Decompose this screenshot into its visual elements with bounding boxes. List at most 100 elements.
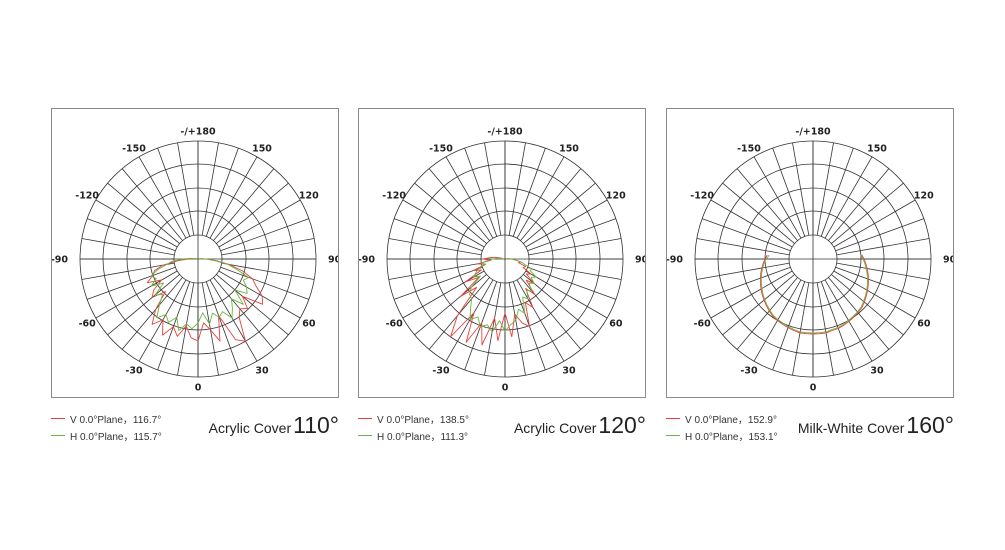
grid-spoke — [520, 168, 582, 241]
grid-spoke — [736, 168, 798, 241]
legend-item-h-plane: H 0.0°Plane，111.3° — [358, 427, 469, 444]
grid-spoke — [516, 156, 565, 239]
angle-tick-label: 0 — [502, 383, 509, 394]
grid-spoke — [736, 277, 798, 350]
grid-spoke — [220, 266, 310, 300]
grid-spoke — [213, 168, 275, 241]
polar-chart: -/+180 -150 150 -120 120 -90 90 -60 60 -30 30 0 — [667, 127, 953, 394]
grid-spoke — [833, 270, 916, 319]
polar-chart-frame: -/+180 -150 150 -120 120 -90 90 -60 60 -30 30 0 — [51, 108, 339, 398]
grid-spoke — [221, 262, 315, 280]
grid-spoke — [177, 142, 195, 236]
grid-spoke — [701, 218, 791, 252]
angle-tick-label: 60 — [917, 319, 931, 330]
angle-tick-label: 60 — [302, 319, 316, 330]
angle-tick-label: -/+180 — [795, 127, 831, 138]
grid-spoke — [221, 238, 315, 256]
legend-swatch-red — [51, 418, 65, 419]
grid-spoke — [835, 218, 925, 252]
grid-spoke — [107, 182, 180, 244]
polar-chart-frame: -/+180 -150 150 -120 120 -90 90 -60 60 -30 30 0 — [358, 108, 646, 398]
grid-spoke — [388, 238, 482, 256]
grid-spoke — [528, 238, 622, 256]
angle-tick-label: 30 — [255, 365, 269, 376]
series-line — [759, 254, 869, 335]
grid-spoke — [220, 218, 310, 252]
grid-spoke — [527, 266, 617, 300]
grid-spoke — [218, 199, 301, 248]
grid-spoke — [201, 282, 219, 376]
legend-swatch-green — [666, 435, 680, 436]
legend-label: V 0.0°Plane，152.9° — [685, 415, 777, 426]
grid-spoke — [516, 279, 565, 362]
grid-spoke — [484, 142, 502, 236]
grid-spoke — [508, 142, 526, 236]
legend-item-v-plane: V 0.0°Plane，152.9° — [666, 410, 778, 427]
grid-spoke — [216, 274, 289, 336]
grid-spoke — [722, 182, 795, 244]
series-line — [450, 256, 536, 346]
grid-spoke — [86, 218, 176, 252]
grid-spoke — [464, 147, 498, 237]
grid-spoke — [177, 282, 195, 376]
grid-spoke — [81, 238, 175, 256]
angle-tick-label: -60 — [694, 319, 712, 330]
grid-spoke — [527, 218, 617, 252]
angle-tick-label: 60 — [609, 319, 623, 330]
grid-spoke — [121, 277, 183, 350]
grid-spoke — [792, 282, 810, 376]
angle-tick-label: -30 — [740, 365, 758, 376]
grid-spoke — [831, 182, 904, 244]
angle-tick-label: -90 — [359, 255, 375, 266]
grid-spoke — [836, 262, 930, 280]
angle-tick-label: 0 — [810, 383, 817, 394]
cover-caption: Acrylic Cover 110° — [209, 412, 339, 439]
polar-chart: -/+180 -150 150 -120 120 -90 90 -60 60 -30 30 0 — [359, 127, 645, 394]
angle-tick-label: -/+180 — [180, 127, 216, 138]
angle-tick-label: -60 — [79, 319, 97, 330]
grid-spoke — [710, 270, 793, 319]
grid-spoke — [820, 147, 854, 237]
angle-tick-label: 30 — [562, 365, 576, 376]
grid-spoke — [95, 199, 178, 248]
legend-swatch-green — [358, 435, 372, 436]
grid-spoke — [445, 279, 494, 362]
series-line — [760, 254, 868, 334]
grid-spoke — [520, 277, 582, 350]
grid-spoke — [828, 277, 890, 350]
grid-spoke — [792, 142, 810, 236]
grid-spoke — [157, 147, 191, 237]
angle-tick-label: 90 — [943, 255, 953, 266]
polar-chart-panel-1: -/+180 -150 150 -120 120 -90 90 -60 60 -30 30 0 V 0… — [51, 108, 339, 443]
grid-spoke — [388, 262, 482, 280]
legend-swatch-red — [358, 418, 372, 419]
polar-chart-frame: -/+180 -150 150 -120 120 -90 90 -60 60 -30 30 0 — [666, 108, 954, 398]
grid-spoke — [528, 262, 622, 280]
grid-spoke — [696, 238, 790, 256]
grid-spoke — [205, 147, 239, 237]
legend-label: H 0.0°Plane，153.1° — [685, 432, 778, 443]
polar-chart: -/+180 -150 150 -120 120 -90 90 -60 60 -30 30 0 — [52, 127, 338, 394]
grid-spoke — [833, 199, 916, 248]
cover-angle: 120° — [598, 412, 646, 438]
legend-label: H 0.0°Plane，111.3° — [377, 432, 469, 443]
grid-spoke — [816, 142, 834, 236]
grid-spoke — [710, 199, 793, 248]
series-line — [469, 257, 537, 333]
angle-tick-label: -120 — [75, 191, 99, 202]
angle-tick-label: -150 — [122, 144, 146, 155]
legend-swatch-green — [51, 435, 65, 436]
grid-spoke — [414, 274, 487, 336]
legend-swatch-red — [666, 418, 680, 419]
series-line — [150, 257, 250, 331]
chart-legend: V 0.0°Plane，152.9° H 0.0°Plane，153.1° — [666, 410, 778, 444]
angle-tick-label: 120 — [914, 191, 934, 202]
grid-spoke — [525, 199, 608, 248]
grid-spoke — [512, 147, 546, 237]
grid-spoke — [828, 168, 890, 241]
grid-spoke — [157, 281, 191, 371]
legend-label: H 0.0°Plane，115.7° — [70, 432, 162, 443]
grid-spoke — [218, 270, 301, 319]
angle-tick-label: 90 — [635, 255, 645, 266]
grid-spoke — [201, 142, 219, 236]
